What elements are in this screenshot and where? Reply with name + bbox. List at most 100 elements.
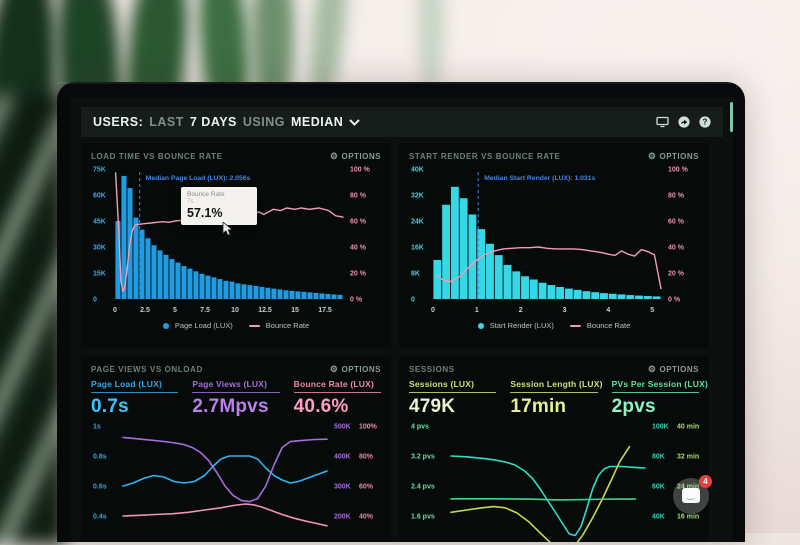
metric-rule	[293, 392, 381, 393]
svg-text:1s: 1s	[93, 424, 101, 431]
metric-pvs-per-session: PVs Per Session (LUX) 2pvs	[611, 379, 708, 418]
options-button[interactable]: ⚙ OPTIONS	[329, 363, 381, 374]
share-icon[interactable]	[678, 116, 690, 128]
display-icon[interactable]	[656, 116, 669, 128]
metric-value: 0.7s	[91, 396, 129, 417]
legend-line	[569, 324, 581, 327]
svg-text:0.6s: 0.6s	[93, 484, 107, 491]
svg-text:40K: 40K	[411, 167, 424, 174]
tooltip-title: Bounce Rate	[187, 191, 225, 198]
svg-text:40 %: 40 %	[350, 245, 367, 252]
panel-start-render-vs-bounce-rate: START RENDER VS BOUNCE RATE ⚙ OPTIONS 40…	[399, 143, 709, 348]
svg-text:2: 2	[519, 307, 523, 314]
svg-text:10: 10	[231, 307, 239, 314]
svg-text:60K: 60K	[652, 484, 665, 491]
plant-left-edge	[0, 95, 66, 545]
metric-sessions: Sessions (LUX) 479K	[409, 379, 497, 418]
svg-text:24 min: 24 min	[677, 484, 699, 491]
metric-label: Page Load (LUX)	[91, 379, 163, 389]
svg-text:400K: 400K	[334, 454, 351, 461]
dashboard-screen: USERS: LAST 7 DAYS USING MEDIAN	[71, 97, 733, 542]
options-label: OPTIONS	[341, 364, 381, 374]
chart-legend: Page Load (LUX) Bounce Rate	[91, 321, 381, 330]
legend-label: Bounce Rate	[586, 321, 631, 330]
svg-text:5: 5	[650, 307, 654, 314]
svg-text:8K: 8K	[411, 271, 420, 278]
metric-bounce-rate: Bounce Rate (LUX) 40.6%	[293, 379, 381, 418]
legend-label: Bounce Rate	[265, 321, 310, 330]
gear-icon: ⚙	[329, 150, 339, 161]
svg-text:4: 4	[606, 307, 610, 314]
scrollbar[interactable]	[730, 102, 733, 132]
options-button[interactable]: ⚙ OPTIONS	[648, 151, 699, 161]
svg-text:100 %: 100 %	[668, 167, 689, 174]
filter-segment: USING	[242, 115, 285, 129]
chat-bubble-icon	[682, 488, 700, 503]
svg-text:80 %: 80 %	[350, 193, 367, 200]
svg-text:20 %: 20 %	[350, 271, 367, 278]
metric-rule	[611, 392, 699, 393]
legend-dot	[477, 322, 484, 329]
panels-grid: LOAD TIME VS BOUNCE RATE ⚙ OPTIONS 75K 60…	[81, 143, 709, 542]
metrics-row: Page Load (LUX) 0.7s Page Views (LUX) 2.…	[91, 379, 381, 418]
svg-text:60K: 60K	[93, 193, 106, 200]
load-time-chart[interactable]: 75K 60K 45K 30K 15K 0 100 % 80 % 60 % 40 % 20 % 0 %…	[91, 163, 381, 319]
svg-text:5: 5	[173, 307, 177, 314]
svg-text:7.5: 7.5	[200, 307, 210, 314]
chart-legend: Start Render (LUX) Bounce Rate	[409, 321, 699, 330]
svg-text:16 min: 16 min	[677, 514, 699, 521]
svg-text:75K: 75K	[93, 167, 106, 174]
metric-value: 479K	[409, 396, 456, 417]
metric-label: PVs Per Session (LUX)	[611, 379, 708, 389]
messenger-button[interactable]: 4	[673, 475, 712, 514]
svg-text:0 %: 0 %	[350, 297, 363, 304]
svg-text:20 %: 20 %	[668, 271, 685, 278]
metric-rule	[192, 392, 280, 393]
metric-rule	[91, 392, 179, 393]
top-bar: USERS: LAST 7 DAYS USING MEDIAN	[81, 107, 723, 137]
help-icon[interactable]: ?	[699, 116, 711, 128]
svg-text:0.8s: 0.8s	[93, 454, 107, 461]
svg-text:80 %: 80 %	[668, 193, 685, 200]
svg-text:0.4s: 0.4s	[93, 514, 107, 521]
filter-segment: USERS:	[93, 115, 144, 129]
metric-label: Session Length (LUX)	[510, 379, 603, 389]
svg-text:100K: 100K	[652, 424, 669, 431]
svg-text:60%: 60%	[359, 484, 374, 491]
svg-text:60 %: 60 %	[668, 219, 685, 226]
notification-badge: 4	[699, 475, 712, 488]
metric-rule	[510, 392, 598, 393]
svg-text:17.5: 17.5	[318, 307, 332, 314]
legend-dot	[162, 322, 169, 329]
metric-value: 2.7Mpvs	[192, 396, 269, 417]
panel-load-time-vs-bounce-rate: LOAD TIME VS BOUNCE RATE ⚙ OPTIONS 75K 60…	[81, 143, 391, 348]
metric-label: Bounce Rate (LUX)	[293, 379, 375, 389]
svg-text:4 pvs: 4 pvs	[411, 424, 429, 431]
sessions-chart[interactable]: 4 pvs 3.2 pvs 2.4 pvs 1.6 pvs 100K 80K 60K 40K 4…	[409, 418, 699, 542]
plant-leaf	[418, 0, 444, 90]
panel-sessions: SESSIONS ⚙ OPTIONS Sessions (LUX) 479K S…	[399, 356, 709, 542]
start-render-chart[interactable]: 40K 32K 24K 16K 8K 0 100 % 80 % 60 % 40 % 20 % 0 % 0…	[409, 163, 699, 319]
svg-text:40%: 40%	[359, 514, 374, 521]
panel-page-views-vs-onload: PAGE VIEWS VS ONLOAD ⚙ OPTIONS Page Load…	[81, 356, 391, 542]
users-filter-dropdown[interactable]: USERS: LAST 7 DAYS USING MEDIAN	[93, 115, 361, 129]
laptop: USERS: LAST 7 DAYS USING MEDIAN	[57, 82, 745, 542]
tooltip-subtitle: 7s	[187, 199, 194, 205]
svg-text:60 %: 60 %	[350, 219, 367, 226]
options-button[interactable]: ⚙ OPTIONS	[648, 364, 699, 374]
options-label: OPTIONS	[659, 364, 699, 374]
filter-segment: 7 DAYS	[189, 115, 237, 129]
options-label: OPTIONS	[659, 151, 699, 161]
gear-icon: ⚙	[329, 363, 339, 374]
svg-text:3: 3	[563, 307, 567, 314]
svg-text:40 min: 40 min	[677, 424, 699, 431]
svg-text:200K: 200K	[334, 514, 351, 521]
svg-text:0: 0	[431, 307, 435, 314]
svg-text:32 min: 32 min	[677, 454, 699, 461]
options-button[interactable]: ⚙ OPTIONS	[329, 150, 381, 161]
svg-text:24K: 24K	[411, 219, 424, 226]
page-views-chart[interactable]: 1s 0.8s 0.6s 0.4s 500K 400K 300K 200K 100% 80% 60%…	[91, 418, 381, 542]
svg-text:15K: 15K	[93, 271, 106, 278]
panel-title: START RENDER VS BOUNCE RATE	[409, 151, 561, 161]
tooltip-value: 57.1%	[187, 206, 223, 220]
